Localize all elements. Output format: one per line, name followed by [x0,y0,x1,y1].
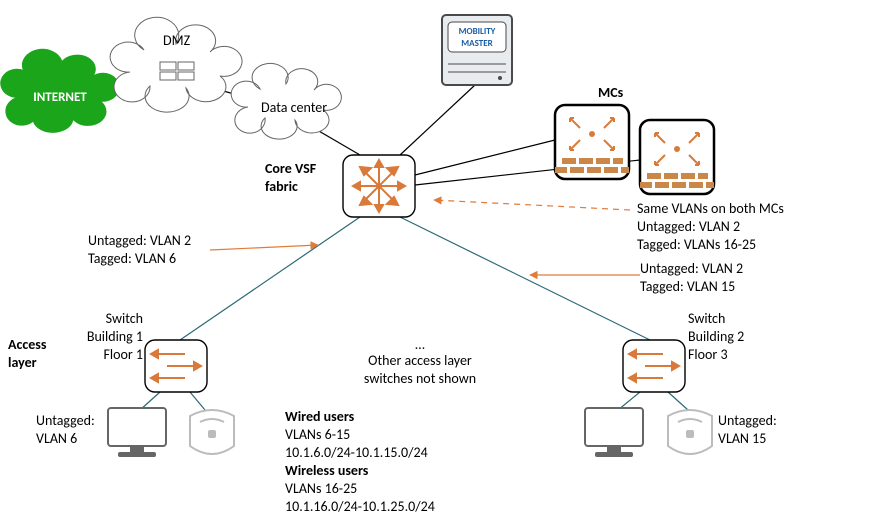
switch-b1-l1: Switch [95,310,143,328]
switch-b1 [145,340,207,392]
left-vlan-tagged: Tagged: VLAN 6 [88,250,176,268]
same-vlans-3: Tagged: VLANs 16-25 [637,236,756,254]
mc1 [555,105,629,179]
svg-text:MASTER: MASTER [461,38,492,49]
right-vlan-untagged: Untagged: VLAN 2 [640,260,743,278]
monitor-right [585,408,643,457]
core-switch [343,155,415,217]
left-vlan-untagged: Untagged: VLAN 2 [88,232,191,250]
annotation-arrows [210,200,640,275]
ap-right [668,410,712,454]
ap-left [190,410,234,454]
switch-b1-l2: Building 1 [77,328,143,346]
core-label-1: Core VSF [265,160,316,178]
switch-b1-l3: Floor 1 [95,346,143,364]
wired-l2: 10.1.6.0/24-10.1.15.0/24 [285,444,428,462]
core-label-2: fabric [265,178,298,196]
access-layer-label: Access layer [8,336,46,371]
wired-l1: VLANs 6-15 [285,426,350,444]
monitor-left [108,408,166,457]
right-vlan-tagged: Tagged: VLAN 15 [640,278,735,296]
internet-label: INTERNET [33,90,87,105]
datacenter-label: Data center [261,99,327,117]
wireless-title: Wireless users [285,462,368,480]
center-l2: switches not shown [350,370,490,388]
center-l1: Other access layer [350,352,490,370]
switch-b2-l1: Switch [688,310,725,328]
switch-b2-l3: Floor 3 [688,346,728,364]
mobility-master: MOBILITY MASTER [442,15,512,85]
center-ellipsis: … [350,336,490,354]
switch-b2-l2: Building 2 [688,328,744,346]
mc2 [640,120,714,194]
wireless-l2: 10.1.16.0/24-10.1.25.0/24 [285,498,435,516]
switch-b2 [623,340,685,392]
mcs-label: MCs [598,84,623,102]
dmz-label: DMZ [163,32,190,50]
same-vlans-1: Same VLANs on both MCs [637,200,784,218]
untagged-vlan15: Untagged: VLAN 15 [718,412,777,447]
same-vlans-2: Untagged: VLAN 2 [637,218,740,236]
wireless-l1: VLANs 16-25 [285,480,357,498]
untagged-vlan6: Untagged: VLAN 6 [36,412,95,447]
svg-text:MOBILITY: MOBILITY [459,26,496,37]
wired-title: Wired users [285,408,354,426]
